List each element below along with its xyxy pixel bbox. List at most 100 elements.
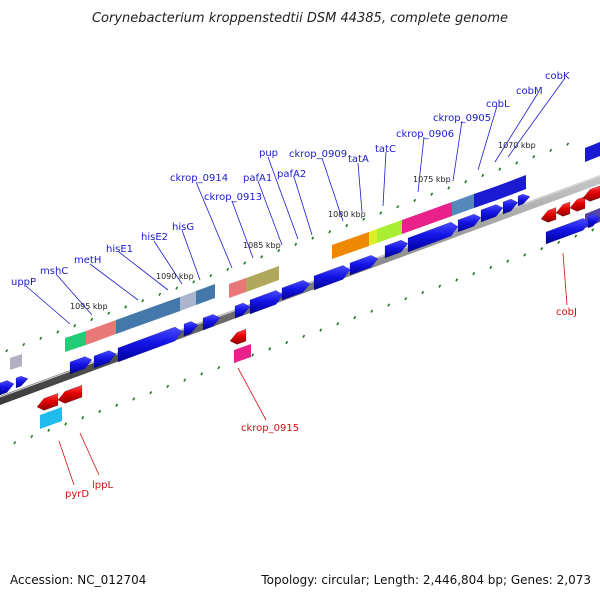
gene-arrow-forward: [349, 254, 379, 276]
label-leader-lines: [25, 77, 568, 486]
gene-arrow-forward: [457, 213, 482, 233]
scale-tick: [319, 328, 323, 332]
scale-tick: [438, 284, 442, 288]
scale-tick: [22, 342, 26, 347]
feature-lppL: [40, 407, 62, 429]
gene-arrow-forward: [0, 380, 15, 396]
scale-tick: [566, 142, 570, 146]
feature-tatA: [369, 229, 377, 246]
gene-label-metH: metH: [74, 255, 101, 266]
gene-label-cobK: cobK: [545, 71, 570, 82]
genome-title: Corynebacterium kroppenstedtii DSM 44385…: [92, 11, 508, 26]
scale-tick: [455, 278, 459, 282]
scale-tick: [200, 372, 204, 376]
scale-tick: [387, 303, 391, 307]
gene-arrow-forward: [234, 302, 251, 319]
scale-tick: [39, 336, 43, 340]
scale-tick: [73, 324, 77, 328]
gene-label-cobJ: cobJ: [556, 307, 577, 318]
scale-tick: [481, 173, 485, 178]
gene-label-lppL: lppL: [92, 480, 113, 491]
scale-tick: [64, 422, 68, 426]
scale-label: 1085 kbp: [243, 241, 281, 250]
gene-label-tatA: tatA: [348, 154, 369, 165]
scale-tick: [285, 340, 289, 345]
scale-tick: [336, 322, 340, 326]
gene-arrow-forward: [480, 204, 504, 223]
gene-label-cobL: cobL: [486, 99, 510, 110]
feature-band-forward: [10, 142, 600, 370]
scale-tick: [5, 349, 9, 353]
gene-arrow-reverse: [582, 185, 600, 202]
scale-tick: [523, 253, 527, 257]
scale-labels: 1070 kbp 1075 kbp 1080 kbp 1085 kbp 1090…: [70, 141, 536, 311]
feature-right-block: [585, 142, 600, 162]
scale-tick: [396, 205, 400, 209]
feature-ckrop_0909: [332, 232, 369, 259]
scale-tick: [107, 311, 111, 315]
scale-tick: [13, 441, 17, 445]
scale-tick: [175, 286, 179, 290]
scale-tick: [311, 236, 315, 240]
gene-arrow-reverse: [57, 384, 83, 404]
scale-tick: [183, 378, 187, 382]
gene-arrow-forward: [545, 218, 591, 245]
feature-cobM: [497, 180, 513, 200]
feature-ckrop_0906: [402, 202, 452, 234]
scale-tick: [498, 167, 502, 171]
scale-tick: [489, 265, 493, 270]
gene-arrow-forward: [249, 290, 284, 315]
scale-tick: [260, 255, 264, 259]
reverse-gene-arrows: [36, 185, 600, 411]
gene-label-tatC: tatC: [375, 144, 396, 155]
gene-label-ckrop_0914: ckrop_0914: [170, 173, 228, 184]
scale-tick: [294, 242, 298, 246]
scale-label: 1080 kbp: [328, 210, 366, 219]
scale-tick: [515, 161, 519, 165]
gene-label-mshC: mshC: [40, 266, 68, 277]
gene-labels-reverse: cobJ ckrop_0915 lppL pyrD: [65, 307, 577, 500]
scale-tick: [98, 409, 102, 414]
gene-label-cobM: cobM: [516, 86, 543, 97]
gene-arrow-forward: [517, 193, 531, 207]
feature-mshC: [65, 331, 86, 352]
scale-tick: [413, 198, 417, 203]
gene-label-pafA2: pafA2: [277, 169, 306, 180]
gene-arrow-reverse: [36, 392, 59, 411]
feature-cobL: [474, 186, 497, 208]
scale-tick: [506, 259, 510, 263]
genome-summary-text: Topology: circular; Length: 2,446,804 bp…: [261, 573, 591, 587]
scale-tick: [149, 390, 153, 395]
scale-tick: [251, 353, 255, 357]
scale-tick: [574, 234, 578, 238]
gene-label-pyrD: pyrD: [65, 489, 89, 500]
feature-ckrop_0905: [452, 194, 474, 216]
gene-arrow-forward: [117, 326, 183, 363]
gene-arrow-reverse: [555, 201, 571, 217]
scale-tick: [166, 384, 170, 389]
gene-arrow-forward: [502, 198, 519, 215]
scale-tick: [47, 428, 51, 432]
scale-tick: [56, 330, 60, 334]
scale-tick: [353, 315, 357, 320]
scale-label: 1090 kbp: [156, 272, 194, 281]
feature-ckrop_0914: [229, 278, 246, 298]
gene-arrow-forward: [407, 221, 459, 253]
scale-tick: [268, 347, 272, 351]
feature-hisE2: [180, 291, 196, 311]
scale-tick: [30, 434, 34, 439]
gene-arrow-forward: [93, 350, 117, 369]
feature-uppP: [10, 354, 22, 370]
gene-label-uppP: uppP: [11, 277, 36, 288]
scale-tick: [404, 297, 408, 301]
gene-label-pafA1: pafA1: [243, 173, 272, 184]
gene-arrow-forward: [15, 375, 29, 389]
gene-label-hisE2: hisE2: [141, 232, 168, 243]
scale-tick: [549, 148, 553, 153]
gene-label-pup: pup: [259, 148, 278, 159]
scale-label: 1095 kbp: [70, 302, 108, 311]
scale-label: 1075 kbp: [413, 175, 451, 184]
scale-tick: [591, 228, 595, 232]
feature-hisG: [196, 284, 215, 305]
